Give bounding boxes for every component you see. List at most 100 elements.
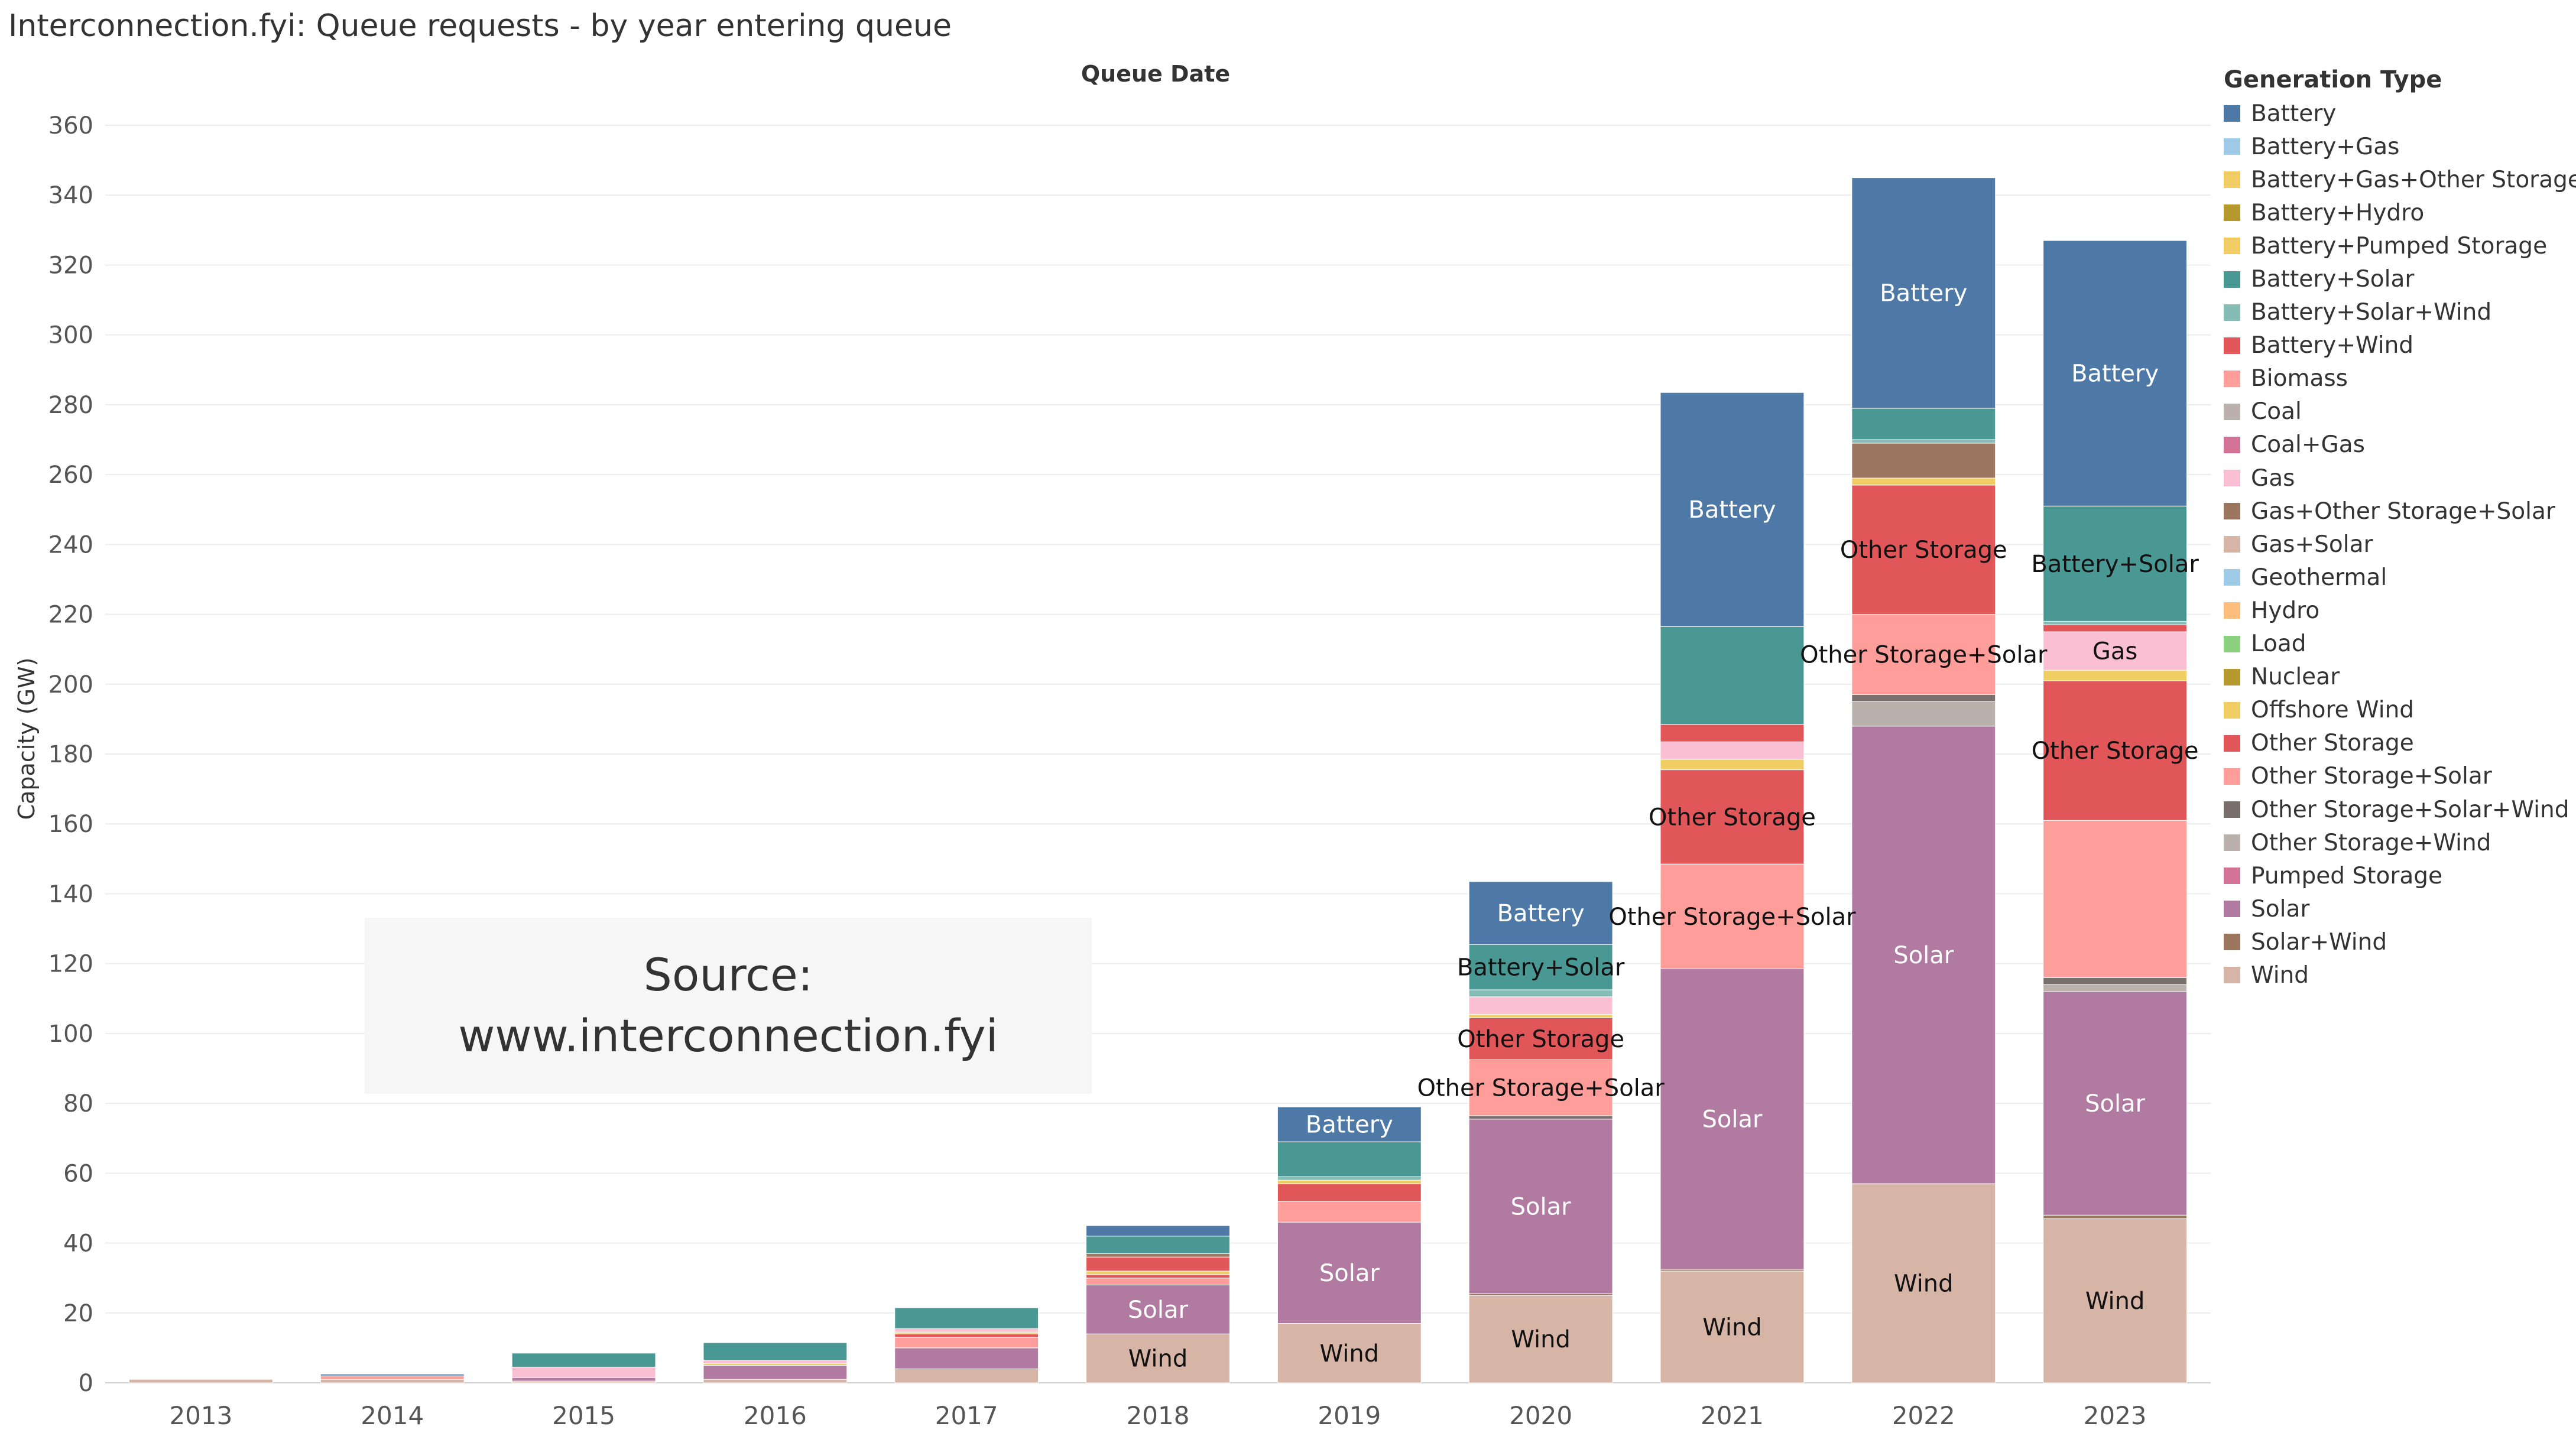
bar-segment[interactable] [1851,439,1996,444]
bar-segment[interactable] [1660,769,1805,865]
legend-item[interactable]: Gas [2224,462,2572,495]
bar-segment[interactable] [1851,694,1996,702]
bar-segment[interactable] [1277,1183,1422,1202]
bar-segment[interactable] [894,1337,1039,1349]
bar-segment[interactable] [2043,1218,2188,1383]
bar-segment[interactable] [511,1377,656,1382]
bar-segment[interactable] [1468,1059,1613,1116]
legend-item[interactable]: Solar [2224,892,2572,925]
bar-segment[interactable] [1660,759,1805,771]
bar-segment[interactable] [1086,1271,1230,1275]
bar-segment[interactable] [1851,614,1996,696]
bar-segment[interactable] [320,1375,465,1380]
bar-segment[interactable] [128,1379,273,1383]
legend-item[interactable]: Offshore Wind [2224,694,2572,727]
bar-segment[interactable] [1851,726,1996,1184]
bar-segment[interactable] [1277,1141,1422,1177]
legend-item[interactable]: Battery [2224,97,2572,130]
bar-segment[interactable] [2043,240,2188,506]
bar-segment[interactable] [2043,1214,2188,1219]
bar-segment[interactable] [1660,741,1805,760]
bar-segment[interactable] [1277,1106,1422,1142]
bar-segment[interactable] [1468,1115,1613,1120]
bar-segment[interactable] [1851,477,1996,486]
legend-item[interactable]: Biomass [2224,362,2572,395]
bar-segment[interactable] [2043,984,2188,992]
bar-segment[interactable] [1086,1253,1230,1258]
legend-item[interactable]: Nuclear [2224,661,2572,694]
bar-segment[interactable] [1660,863,1805,970]
legend-item[interactable]: Load [2224,628,2572,661]
legend-item[interactable]: Other Storage [2224,727,2572,760]
bar-segment[interactable] [2043,820,2188,978]
bar-segment[interactable] [2043,670,2188,681]
bar-segment[interactable] [1277,1201,1422,1223]
legend-item[interactable]: Geothermal [2224,561,2572,594]
legend-item[interactable]: Coal+Gas [2224,428,2572,462]
legend-item[interactable]: Other Storage+Wind [2224,826,2572,859]
bar-segment[interactable] [1660,969,1805,1270]
bar-segment[interactable] [1660,724,1805,742]
legend-item[interactable]: Battery+Hydro [2224,196,2572,229]
bar-segment[interactable] [1660,626,1805,725]
bar-segment[interactable] [1086,1274,1230,1279]
bar-segment[interactable] [894,1328,1039,1333]
bar-segment[interactable] [894,1333,1039,1338]
bar-segment[interactable] [703,1360,848,1364]
legend-item[interactable]: Battery+Wind [2224,329,2572,362]
bar-segment[interactable] [1086,1256,1230,1272]
bar-segment[interactable] [2043,977,2188,985]
bar-segment[interactable] [1086,1333,1230,1383]
legend-item[interactable]: Other Storage+Solar+Wind [2224,793,2572,826]
bar-segment[interactable] [1851,485,1996,615]
legend-item[interactable]: Gas+Other Storage+Solar [2224,495,2572,528]
bar-segment[interactable] [1851,1183,1996,1383]
bar-segment[interactable] [1468,1119,1613,1294]
bar-segment[interactable] [1277,1180,1422,1184]
legend-item[interactable]: Gas+Solar [2224,528,2572,561]
legend-item[interactable]: Solar+Wind [2224,925,2572,959]
legend-item[interactable]: Wind [2224,959,2572,992]
legend-item[interactable]: Battery+Solar+Wind [2224,296,2572,329]
bar-segment[interactable] [2043,991,2188,1216]
bar-segment[interactable] [2043,620,2188,625]
bar-segment[interactable] [320,1373,465,1376]
bar-segment[interactable] [1468,989,1613,998]
bar-segment[interactable] [894,1307,1039,1329]
bar-segment[interactable] [894,1347,1039,1369]
legend-item[interactable]: Battery+Gas [2224,130,2572,163]
bar-segment[interactable] [1086,1278,1230,1285]
bar-segment[interactable] [1468,1295,1613,1383]
bar-segment[interactable] [1468,1013,1613,1018]
bar-segment[interactable] [1277,1323,1422,1383]
bar-segment[interactable] [1851,701,1996,727]
bar-segment[interactable] [511,1353,656,1367]
bar-segment[interactable] [1468,881,1613,945]
bar-segment[interactable] [1851,443,1996,479]
legend-item[interactable]: Hydro [2224,594,2572,627]
bar-segment[interactable] [320,1379,465,1383]
bar-segment[interactable] [1086,1284,1230,1334]
bar-segment[interactable] [2043,680,2188,821]
bar-segment[interactable] [703,1379,848,1383]
bar-segment[interactable] [1086,1236,1230,1254]
legend-item[interactable]: Battery+Solar [2224,262,2572,295]
legend-item[interactable]: Battery+Pumped Storage [2224,229,2572,262]
bar-segment[interactable] [1277,1176,1422,1181]
bar-segment[interactable] [1660,392,1805,627]
bar-segment[interactable] [1468,996,1613,1015]
bar-segment[interactable] [511,1366,656,1378]
bar-segment[interactable] [1851,177,1996,409]
bar-segment[interactable] [1660,1271,1805,1383]
bar-segment[interactable] [894,1368,1039,1383]
bar-segment[interactable] [1086,1225,1230,1237]
legend-item[interactable]: Coal [2224,395,2572,428]
bar-segment[interactable] [703,1342,848,1361]
bar-segment[interactable] [2043,631,2188,671]
bar-segment[interactable] [1851,408,1996,440]
legend-item[interactable]: Pumped Storage [2224,859,2572,892]
legend-item[interactable]: Battery+Gas+Other Storage [2224,163,2576,196]
bar-segment[interactable] [1468,944,1613,990]
bar-segment[interactable] [2043,624,2188,632]
legend-item[interactable]: Other Storage+Solar [2224,760,2572,793]
